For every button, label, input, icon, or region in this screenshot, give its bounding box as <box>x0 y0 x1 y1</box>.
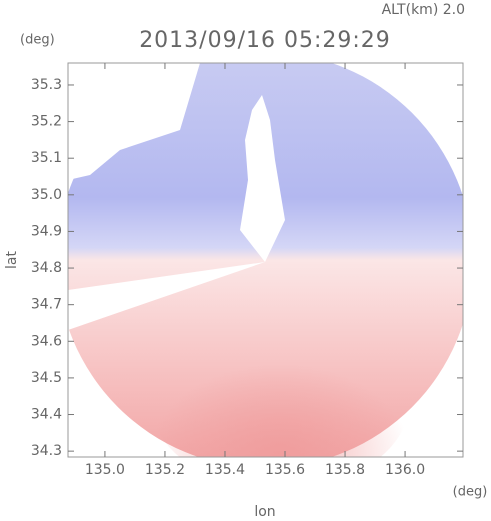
plot-frame <box>67 62 464 458</box>
x-tick-label: 135.0 <box>85 462 125 478</box>
y-unit: (deg) <box>20 33 55 48</box>
y-tick-label: 35.3 <box>31 77 62 93</box>
x-tick-label: 135.8 <box>325 462 365 478</box>
y-tick-label: 35.0 <box>31 187 62 203</box>
altitude-label: ALT(km) 2.0 <box>382 2 465 18</box>
y-tick-label: 35.2 <box>31 114 62 130</box>
y-axis-label: lat <box>4 251 20 269</box>
y-tick-label: 34.6 <box>31 333 62 349</box>
y-tick-label: 34.7 <box>31 297 62 313</box>
x-tick-label: 135.2 <box>145 462 185 478</box>
y-tick-label: 34.9 <box>31 223 62 239</box>
x-tick-label: 135.6 <box>265 462 305 478</box>
x-unit: (deg) <box>453 485 488 500</box>
y-tick-label: 34.3 <box>31 443 62 459</box>
chart-title: 2013/09/16 05:29:29 <box>139 28 391 53</box>
y-tick-label: 34.8 <box>31 260 62 276</box>
x-tick-label: 135.4 <box>205 462 245 478</box>
radar-image <box>68 63 463 457</box>
y-tick-label: 34.5 <box>31 370 62 386</box>
x-axis-label: lon <box>254 504 275 520</box>
x-tick-label: 136.0 <box>385 462 425 478</box>
y-tick-label: 35.1 <box>31 150 62 166</box>
y-tick-label: 34.4 <box>31 407 62 423</box>
